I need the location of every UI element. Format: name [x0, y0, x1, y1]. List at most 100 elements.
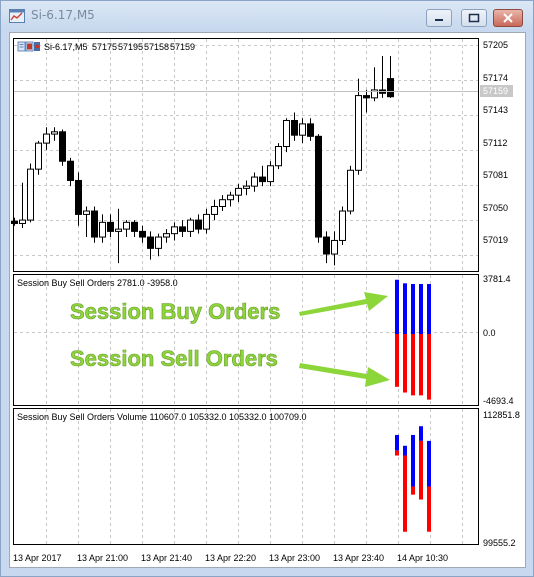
bull-candle [235, 187, 242, 196]
price-tick: 57205 [483, 40, 508, 50]
bear-candle [139, 230, 146, 238]
volume-panel-frame [13, 408, 479, 545]
bull-candle [27, 168, 34, 221]
bull-candle [283, 119, 290, 148]
bull-candle [171, 226, 178, 235]
bear-candle [195, 219, 202, 230]
ohlc-high: 57195 [118, 42, 143, 52]
price-tick: 57143 [483, 105, 508, 115]
price-tick: 57112 [483, 138, 507, 148]
bull-candle [123, 221, 130, 230]
bear-candle [179, 226, 186, 232]
bear-candle [147, 236, 154, 249]
bear-candle [259, 176, 266, 183]
bull-candle [19, 219, 26, 224]
bull-candle [187, 219, 194, 232]
close-icon [503, 13, 513, 23]
time-tick: 13 Apr 2017 [13, 553, 62, 563]
bull-candle [99, 221, 106, 238]
orders-histogram [395, 279, 431, 400]
bull-candle [275, 146, 282, 167]
orders-tick: 0.0 [483, 328, 496, 338]
candlestick-series [11, 55, 394, 266]
bear-candle [315, 135, 322, 238]
chart-window-icon [9, 9, 25, 23]
bear-candle [131, 221, 138, 232]
bull-candle [347, 169, 354, 212]
ohlc-open: 57175 [92, 42, 117, 52]
price-tick: 57050 [483, 203, 508, 213]
bull-candle [339, 210, 346, 241]
bear-candle [59, 131, 66, 162]
time-tick: 13 Apr 22:20 [205, 553, 256, 563]
orders-panel-frame [13, 274, 479, 406]
ohlc-close: 57159 [170, 42, 195, 52]
bull-candle [51, 131, 58, 135]
current-price-label: 57159 [483, 86, 508, 96]
bull-candle [219, 199, 226, 207]
sell-orders-annotation: Session Sell Orders [70, 346, 278, 371]
bear-candle [67, 160, 74, 181]
bull-candle [203, 213, 210, 230]
bull-candle [35, 142, 42, 170]
price-tick: 57081 [483, 170, 508, 180]
bear-candle [11, 220, 18, 224]
bull-candle [355, 95, 362, 171]
sell-annotation-arrow-icon [299, 363, 390, 387]
bull-candle [43, 133, 50, 144]
volume-tick: 112851.8 [483, 410, 520, 420]
bull-candle [267, 165, 274, 183]
bull-candle [227, 194, 234, 201]
bear-candle [323, 236, 330, 255]
bull-candle [163, 233, 170, 238]
bear-candle [307, 123, 314, 137]
orders-tick: -4693.4 [483, 396, 514, 406]
bull-candle [211, 205, 218, 215]
close-button[interactable] [493, 9, 523, 27]
minimize-button[interactable] [426, 9, 452, 27]
time-axis[interactable]: 13 Apr 2017 13 Apr 21:00 13 Apr 21:40 13… [13, 553, 448, 563]
title-bar[interactable]: Si-6.17,M5 [1, 1, 533, 31]
ohlc-low: 57158 [144, 42, 169, 52]
bull-candle [251, 176, 258, 187]
bear-candle [363, 95, 370, 99]
bear-candle [91, 210, 98, 238]
bull-candle [331, 239, 338, 255]
price-tick: 57019 [483, 235, 508, 245]
window-title: Si-6.17,M5 [31, 8, 95, 22]
minimize-icon [435, 19, 443, 21]
bull-candle [115, 228, 122, 232]
maximize-button[interactable] [461, 9, 487, 27]
volume-indicator-header: Session Buy Sell Orders Volume 110607.0 … [17, 412, 307, 422]
time-tick: 13 Apr 23:40 [333, 553, 384, 563]
chart-area[interactable]: Si-6.17,M5 57175 57195 57158 57159 57159… [9, 32, 526, 568]
time-tick: 13 Apr 21:00 [77, 553, 128, 563]
orders-indicator-header: Session Buy Sell Orders 2781.0 -3958.0 [17, 278, 178, 288]
chart-canvas[interactable]: Si-6.17,M5 57175 57195 57158 57159 57159… [10, 33, 525, 567]
bull-candle [243, 185, 250, 189]
bear-candle [291, 119, 298, 136]
bear-candle [387, 78, 394, 98]
current-price-tag [480, 85, 513, 97]
price-tick: 57174 [483, 73, 508, 83]
price-axis[interactable]: 57205 57174 57143 57112 57081 57050 5701… [483, 40, 508, 245]
buy-annotation-arrow-icon [299, 292, 388, 316]
maximize-icon [468, 13, 480, 23]
bull-candle [155, 236, 162, 249]
time-tick: 13 Apr 23:00 [269, 553, 320, 563]
bull-candle [371, 89, 378, 99]
bear-candle [107, 221, 114, 232]
time-tick: 14 Apr 10:30 [397, 553, 448, 563]
volume-tick: 99555.2 [483, 538, 516, 548]
bull-candle [83, 210, 90, 215]
chart-grid [14, 39, 478, 544]
symbol-toolbar-icon[interactable] [17, 41, 40, 52]
symbol-label: Si-6.17,M5 [44, 42, 88, 52]
main-panel-frame [13, 38, 479, 272]
bear-candle [75, 179, 82, 215]
time-tick: 13 Apr 21:40 [141, 553, 192, 563]
bull-candle [299, 123, 306, 136]
volume-bars [395, 426, 431, 532]
buy-orders-annotation: Session Buy Orders [70, 299, 280, 324]
